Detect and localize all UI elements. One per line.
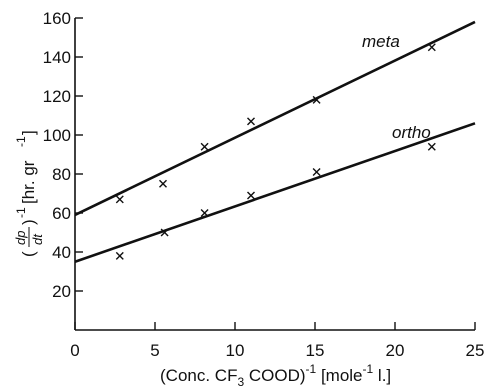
point-meta (115, 195, 124, 204)
point-ortho (312, 168, 321, 177)
x-tick-label: 5 (150, 341, 159, 360)
point-ortho (160, 228, 169, 237)
y-tick-label: 100 (43, 126, 71, 145)
svg-text:(: ( (19, 251, 38, 257)
point-ortho (427, 142, 436, 151)
fit-line-ortho (74, 122, 476, 263)
y-axis-title: ( dp dt ) -1 [hr. gr -1 ] (13, 130, 45, 257)
svg-text:[hr. gr: [hr. gr (19, 160, 38, 204)
series-label-ortho: ortho (392, 123, 431, 142)
point-ortho (247, 191, 255, 200)
y-tick-label: 140 (43, 48, 71, 67)
svg-text:]: ] (19, 130, 38, 135)
svg-text:dt: dt (30, 233, 45, 245)
svg-text:-1: -1 (14, 136, 28, 147)
x-tick-label: 20 (386, 341, 405, 360)
point-ortho (115, 251, 124, 260)
y-tick-label: 160 (43, 9, 71, 28)
point-ortho (200, 209, 209, 217)
y-tick-label: 60 (52, 204, 71, 223)
point-meta (427, 43, 436, 52)
x-tick-label: 10 (226, 341, 245, 360)
svg-text:): ) (19, 219, 38, 225)
x-tick-label: 15 (306, 341, 325, 360)
data-markers (115, 43, 436, 260)
svg-text:dp: dp (13, 231, 28, 245)
y-tick-label: 80 (52, 165, 71, 184)
point-meta (200, 142, 209, 151)
x-tick-label: 0 (70, 341, 79, 360)
point-meta (312, 95, 321, 104)
x-tick-label: 25 (466, 341, 485, 360)
svg-text:-1: -1 (14, 207, 28, 218)
axes (74, 18, 475, 331)
point-meta (159, 179, 167, 188)
y-tick-label: 20 (52, 282, 71, 301)
y-tick-label: 40 (52, 243, 71, 262)
fit-line-meta (74, 20, 476, 217)
ticks: 0 5 10 15 20 25 20 40 60 80 100 120 140 160 (43, 9, 485, 360)
fit-lines (74, 20, 476, 263)
x-axis-title: (Conc. CF3 COOD)-1 [mole-1 l.] (160, 362, 391, 387)
series-label-meta: meta (362, 32, 400, 51)
point-meta (247, 117, 255, 126)
y-tick-label: 120 (43, 87, 71, 106)
